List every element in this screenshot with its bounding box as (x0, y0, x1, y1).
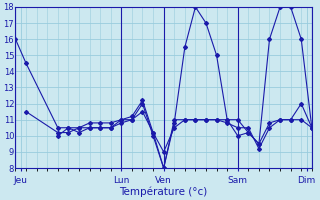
X-axis label: Température (°c): Température (°c) (120, 186, 208, 197)
